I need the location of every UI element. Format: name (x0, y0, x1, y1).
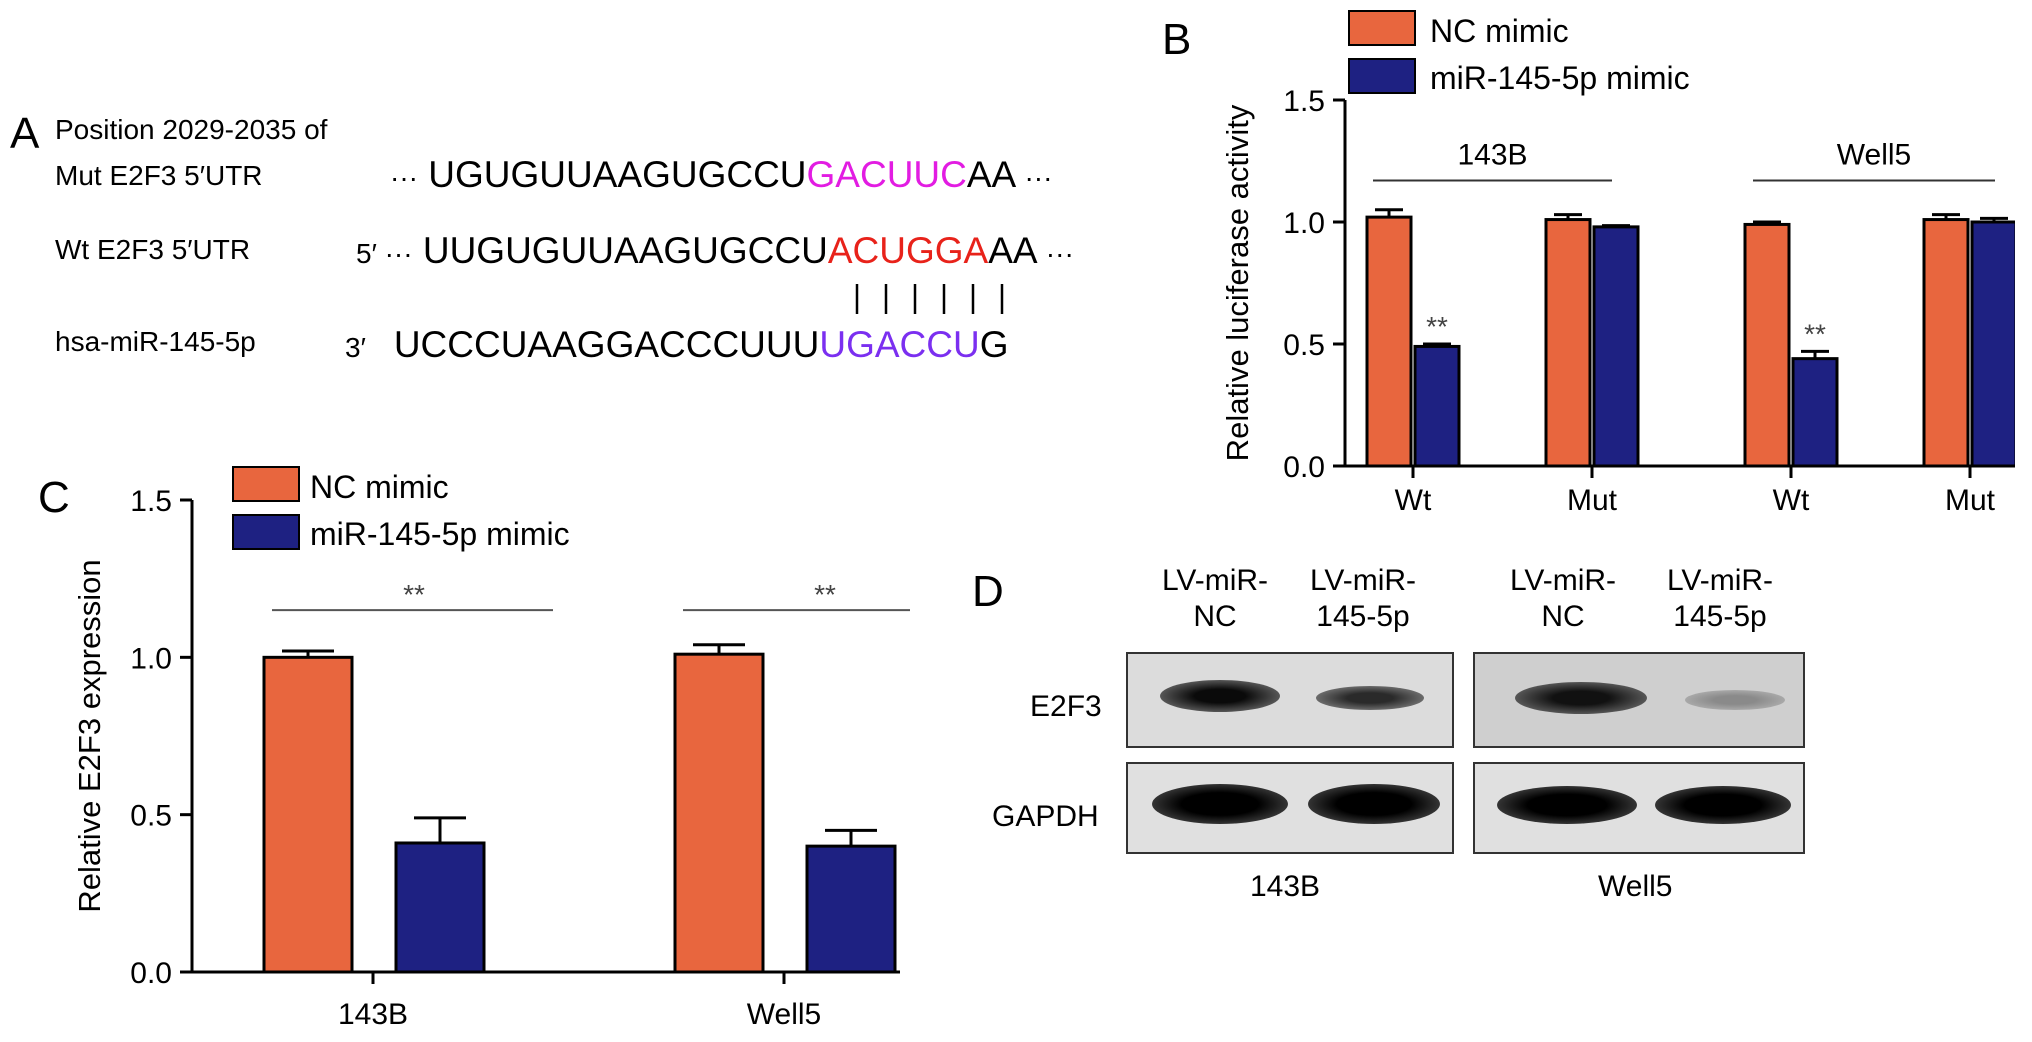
blot-e2f3-143b (1126, 652, 1454, 748)
bar (1970, 220, 2015, 468)
bar (262, 655, 354, 974)
band-gapdh-143b-mir (1308, 784, 1440, 824)
lane-label-3: LV-miR- NC (1509, 564, 1617, 633)
bar (673, 652, 765, 974)
y-axis-label: Relative E2F3 expression (72, 559, 107, 912)
y-tick-label: 0.5 (1283, 329, 1325, 362)
mirna-seq-start: UCCCUAAGGACCCUUU (393, 324, 820, 365)
legend-swatch-mir (1348, 58, 1416, 94)
mirna-seed: UGACCU (819, 324, 980, 365)
wt-suffix: ··· (1045, 238, 1074, 269)
chart-c: 0.0 0.5 1.0 1.5 Relative E2F3 expression 143B… (72, 485, 910, 1031)
y-axis-label: Relative luciferase activity (1220, 104, 1255, 461)
pairing-lines (855, 284, 1004, 314)
wt-prefix: 5′ ··· (356, 238, 413, 269)
band-e2f3-well5-nc (1515, 682, 1647, 714)
y-tick-label: 1.5 (130, 485, 172, 518)
group-label: 143B (1457, 139, 1527, 172)
legend-swatch-mir-c (232, 514, 300, 550)
blot-gapdh-143b (1126, 762, 1454, 854)
significance-mark: ** (403, 579, 425, 610)
position-label: Position 2029-2035 of (55, 114, 328, 145)
y-tick-label: 1.5 (1283, 85, 1325, 118)
bar (1544, 218, 1592, 468)
significance-mark: ** (1804, 318, 1826, 349)
x-tick-label: Wt (1395, 484, 1432, 517)
bar (394, 841, 486, 974)
bar (1743, 222, 1791, 468)
y-tick-label: 1.0 (1283, 207, 1325, 240)
significance-mark: ** (1426, 311, 1448, 342)
panel-d-letter: D (972, 567, 1004, 616)
band-gapdh-143b-nc (1152, 784, 1288, 824)
blot-gapdh-well5 (1473, 762, 1805, 854)
blot-e2f3-well5 (1473, 652, 1805, 748)
band-e2f3-143b-mir (1316, 686, 1424, 710)
mirna-seq-end: G (979, 324, 1009, 365)
mirna-prefix: 3′ (345, 332, 366, 363)
legend-label-mir: miR-145-5p mimic (1430, 60, 1690, 96)
band-e2f3-well5-mir (1685, 690, 1785, 710)
mirna-sequence: 3′ UCCCUAAGGACCCUUUUGACCUG (345, 326, 1008, 363)
y-tick-label: 1.0 (130, 642, 172, 675)
legend-swatch-nc (1348, 10, 1416, 46)
wt-utr-sequence: 5′ ··· UUGUGUUAAGUGCCUACUGGAAA ··· (356, 232, 1074, 269)
bar (805, 844, 897, 974)
lane-label-2: LV-miR- 145-5p (1309, 564, 1417, 633)
legend-label-mir-c: miR-145-5p mimic (310, 516, 570, 552)
group-label-well5: Well5 (1598, 870, 1673, 903)
legend-swatch-nc-c (232, 466, 300, 502)
mut-utr-sequence: ··· UGUGUUAAGUGCCUGACUUCAA ··· (390, 156, 1052, 193)
mut-prefix: ··· (390, 162, 418, 193)
wt-utr-label: Wt E2F3 5′UTR (55, 234, 251, 265)
significance-mark: ** (814, 579, 836, 610)
chart-b: 0.0 0.5 1.0 1.5 Relative luciferase activity… (1220, 85, 2015, 517)
row-label-gapdh: GAPDH (992, 800, 1099, 833)
mut-suffix: ··· (1024, 162, 1053, 193)
mut-utr-label: Mut E2F3 5′UTR (55, 160, 263, 191)
x-tick-label: 143B (338, 998, 408, 1031)
lane-label-1: LV-miR- NC (1161, 564, 1269, 633)
legend-label-nc: NC mimic (1430, 13, 1569, 49)
mut-site: GACUUC (806, 154, 967, 195)
panel-b-letter: B (1162, 15, 1192, 64)
y-tick-label: 0.0 (130, 957, 172, 990)
panel-c-letter: C (38, 473, 70, 522)
mut-seq-end: AA (966, 154, 1015, 195)
band-gapdh-well5-mir (1655, 786, 1791, 824)
bar (1592, 225, 1640, 468)
wt-seq-end: AA (988, 230, 1036, 271)
lane-label-4: LV-miR- 145-5p (1666, 564, 1774, 633)
bar (1922, 218, 1970, 468)
band-gapdh-well5-nc (1497, 786, 1637, 824)
x-tick-label: Wt (1773, 484, 1810, 517)
band-e2f3-143b-nc (1160, 680, 1280, 712)
x-tick-label: Mut (1945, 484, 1996, 517)
wt-seq-start: UUGUGUUAAGUGCCU (422, 230, 828, 271)
legend-label-nc-c: NC mimic (310, 469, 449, 505)
mirna-label: hsa-miR-145-5p (55, 326, 256, 357)
wt-site: ACUGGA (827, 230, 989, 271)
row-label-e2f3: E2F3 (1030, 690, 1102, 723)
group-label: Well5 (1837, 139, 1911, 172)
mut-seq-start: UGUGUUAAGUGCCU (428, 154, 807, 195)
bar (1791, 357, 1839, 468)
panel-a-letter: A (10, 109, 40, 158)
bar (1413, 344, 1461, 468)
x-tick-label: Well5 (747, 998, 821, 1031)
y-tick-label: 0.5 (130, 800, 172, 833)
bar (1365, 215, 1413, 468)
group-label-143b: 143B (1250, 870, 1321, 903)
y-tick-label: 0.0 (1283, 451, 1325, 484)
x-tick-label: Mut (1567, 484, 1618, 517)
